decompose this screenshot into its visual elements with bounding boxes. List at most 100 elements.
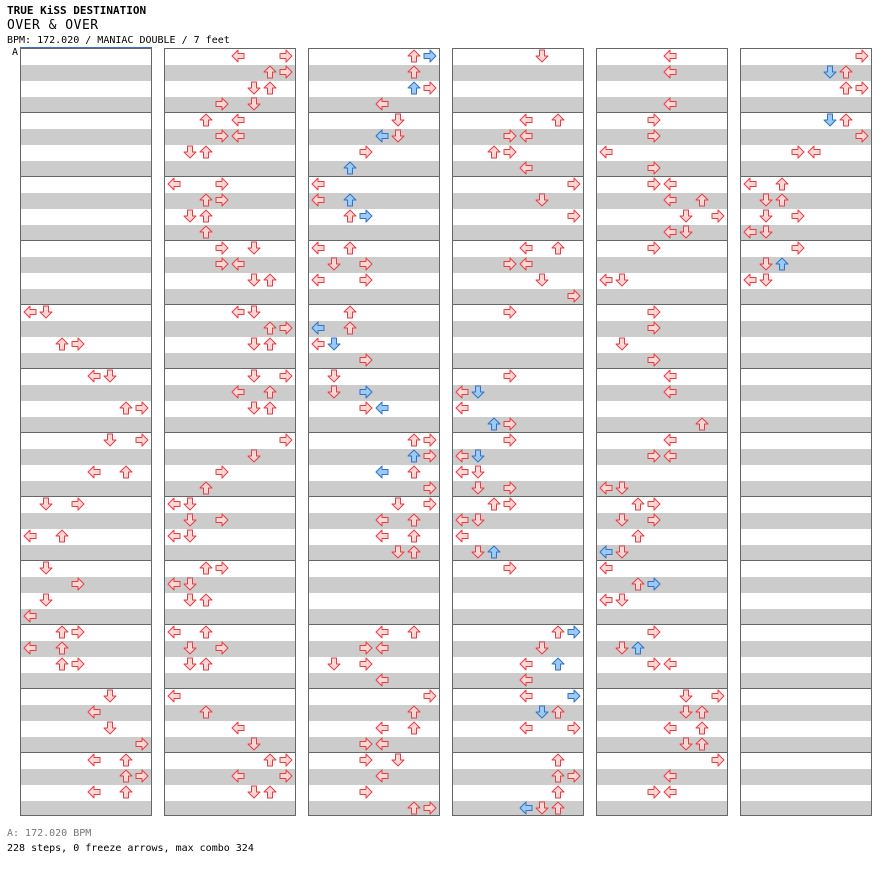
step-arrow-left-red (743, 273, 757, 287)
step-arrow-down-red (391, 129, 405, 143)
step-arrow-up-blue (631, 641, 645, 655)
measure-line (453, 496, 583, 497)
step-arrow-down-red (39, 593, 53, 607)
step-arrow-right-red (423, 449, 437, 463)
step-arrow-up-red (199, 561, 213, 575)
step-arrow-down-red (759, 193, 773, 207)
measure-line (453, 368, 583, 369)
step-arrow-right-red (279, 49, 293, 63)
step-arrow-right-red (647, 625, 661, 639)
step-arrow-left-red (23, 529, 37, 543)
step-arrow-left-red (599, 273, 613, 287)
step-arrow-left-red (519, 721, 533, 735)
step-arrow-up-red (407, 545, 421, 559)
step-arrow-up-red (263, 385, 277, 399)
step-arrow-down-red (39, 305, 53, 319)
measure-line (309, 176, 439, 177)
measure-line (165, 752, 295, 753)
step-arrow-left-red (87, 705, 101, 719)
measure-line (597, 304, 727, 305)
step-arrow-right-red (215, 177, 229, 191)
step-arrow-left-red (455, 401, 469, 415)
measure-line (453, 176, 583, 177)
step-arrow-down-red (391, 545, 405, 559)
step-arrow-up-red (263, 81, 277, 95)
measure-line (309, 368, 439, 369)
step-arrow-left-red (231, 721, 245, 735)
step-arrow-left-red (455, 385, 469, 399)
step-arrow-left-red (311, 241, 325, 255)
step-arrow-right-red (647, 449, 661, 463)
step-arrow-up-red (263, 321, 277, 335)
step-arrow-right-red (215, 129, 229, 143)
measure-line (453, 560, 583, 561)
step-arrow-left-blue (311, 321, 325, 335)
step-arrow-down-red (759, 209, 773, 223)
measure-line (741, 624, 871, 625)
step-arrow-right-red (71, 497, 85, 511)
step-arrow-up-red (199, 145, 213, 159)
step-arrow-left-red (663, 785, 677, 799)
step-arrow-left-red (663, 433, 677, 447)
step-arrow-left-red (311, 337, 325, 351)
step-arrow-right-red (647, 353, 661, 367)
step-arrow-left-red (87, 753, 101, 767)
step-arrow-up-red (551, 625, 565, 639)
step-arrow-up-red (119, 465, 133, 479)
step-arrow-up-red (631, 497, 645, 511)
step-arrow-left-red (231, 257, 245, 271)
step-arrow-down-blue (471, 449, 485, 463)
step-arrow-down-red (327, 369, 341, 383)
step-arrow-right-red (215, 561, 229, 575)
step-arrow-down-red (679, 705, 693, 719)
step-arrow-right-red (423, 689, 437, 703)
step-arrow-up-red (199, 705, 213, 719)
step-arrow-down-red (471, 545, 485, 559)
measure-line (741, 560, 871, 561)
step-arrow-up-blue (775, 257, 789, 271)
step-arrow-down-red (327, 257, 341, 271)
step-arrow-up-red (119, 401, 133, 415)
step-arrow-right-red (359, 737, 373, 751)
measure-line (309, 112, 439, 113)
step-arrow-right-red (423, 433, 437, 447)
step-arrow-up-red (343, 209, 357, 223)
measure-line (165, 368, 295, 369)
measure-line (21, 112, 151, 113)
step-arrow-down-blue (535, 705, 549, 719)
step-arrow-left-red (455, 513, 469, 527)
measure-line (597, 624, 727, 625)
step-arrow-right-blue (567, 689, 581, 703)
step-arrow-down-red (615, 593, 629, 607)
measure-line (165, 176, 295, 177)
step-arrow-right-red (135, 737, 149, 751)
step-arrow-left-red (519, 657, 533, 671)
step-arrow-right-red (647, 129, 661, 143)
step-arrow-down-red (391, 753, 405, 767)
step-arrow-up-red (551, 113, 565, 127)
step-arrow-down-red (615, 337, 629, 351)
step-arrow-down-red (759, 225, 773, 239)
step-arrow-up-red (407, 65, 421, 79)
measure-line (741, 112, 871, 113)
step-arrow-right-red (359, 657, 373, 671)
step-arrow-left-red (23, 609, 37, 623)
step-arrow-right-red (359, 353, 373, 367)
step-arrow-right-red (503, 497, 517, 511)
step-arrow-down-red (247, 369, 261, 383)
step-arrow-up-red (199, 657, 213, 671)
step-arrow-down-blue (471, 385, 485, 399)
step-arrow-down-red (615, 545, 629, 559)
measure-line (165, 304, 295, 305)
step-arrow-right-blue (359, 385, 373, 399)
step-arrow-right-red (503, 369, 517, 383)
step-arrow-down-red (247, 241, 261, 255)
step-arrow-right-red (279, 321, 293, 335)
step-arrow-left-red (87, 785, 101, 799)
step-arrow-up-red (695, 705, 709, 719)
step-arrow-up-red (487, 145, 501, 159)
step-arrow-up-red (263, 273, 277, 287)
step-arrow-down-red (759, 257, 773, 271)
measure-line (309, 432, 439, 433)
